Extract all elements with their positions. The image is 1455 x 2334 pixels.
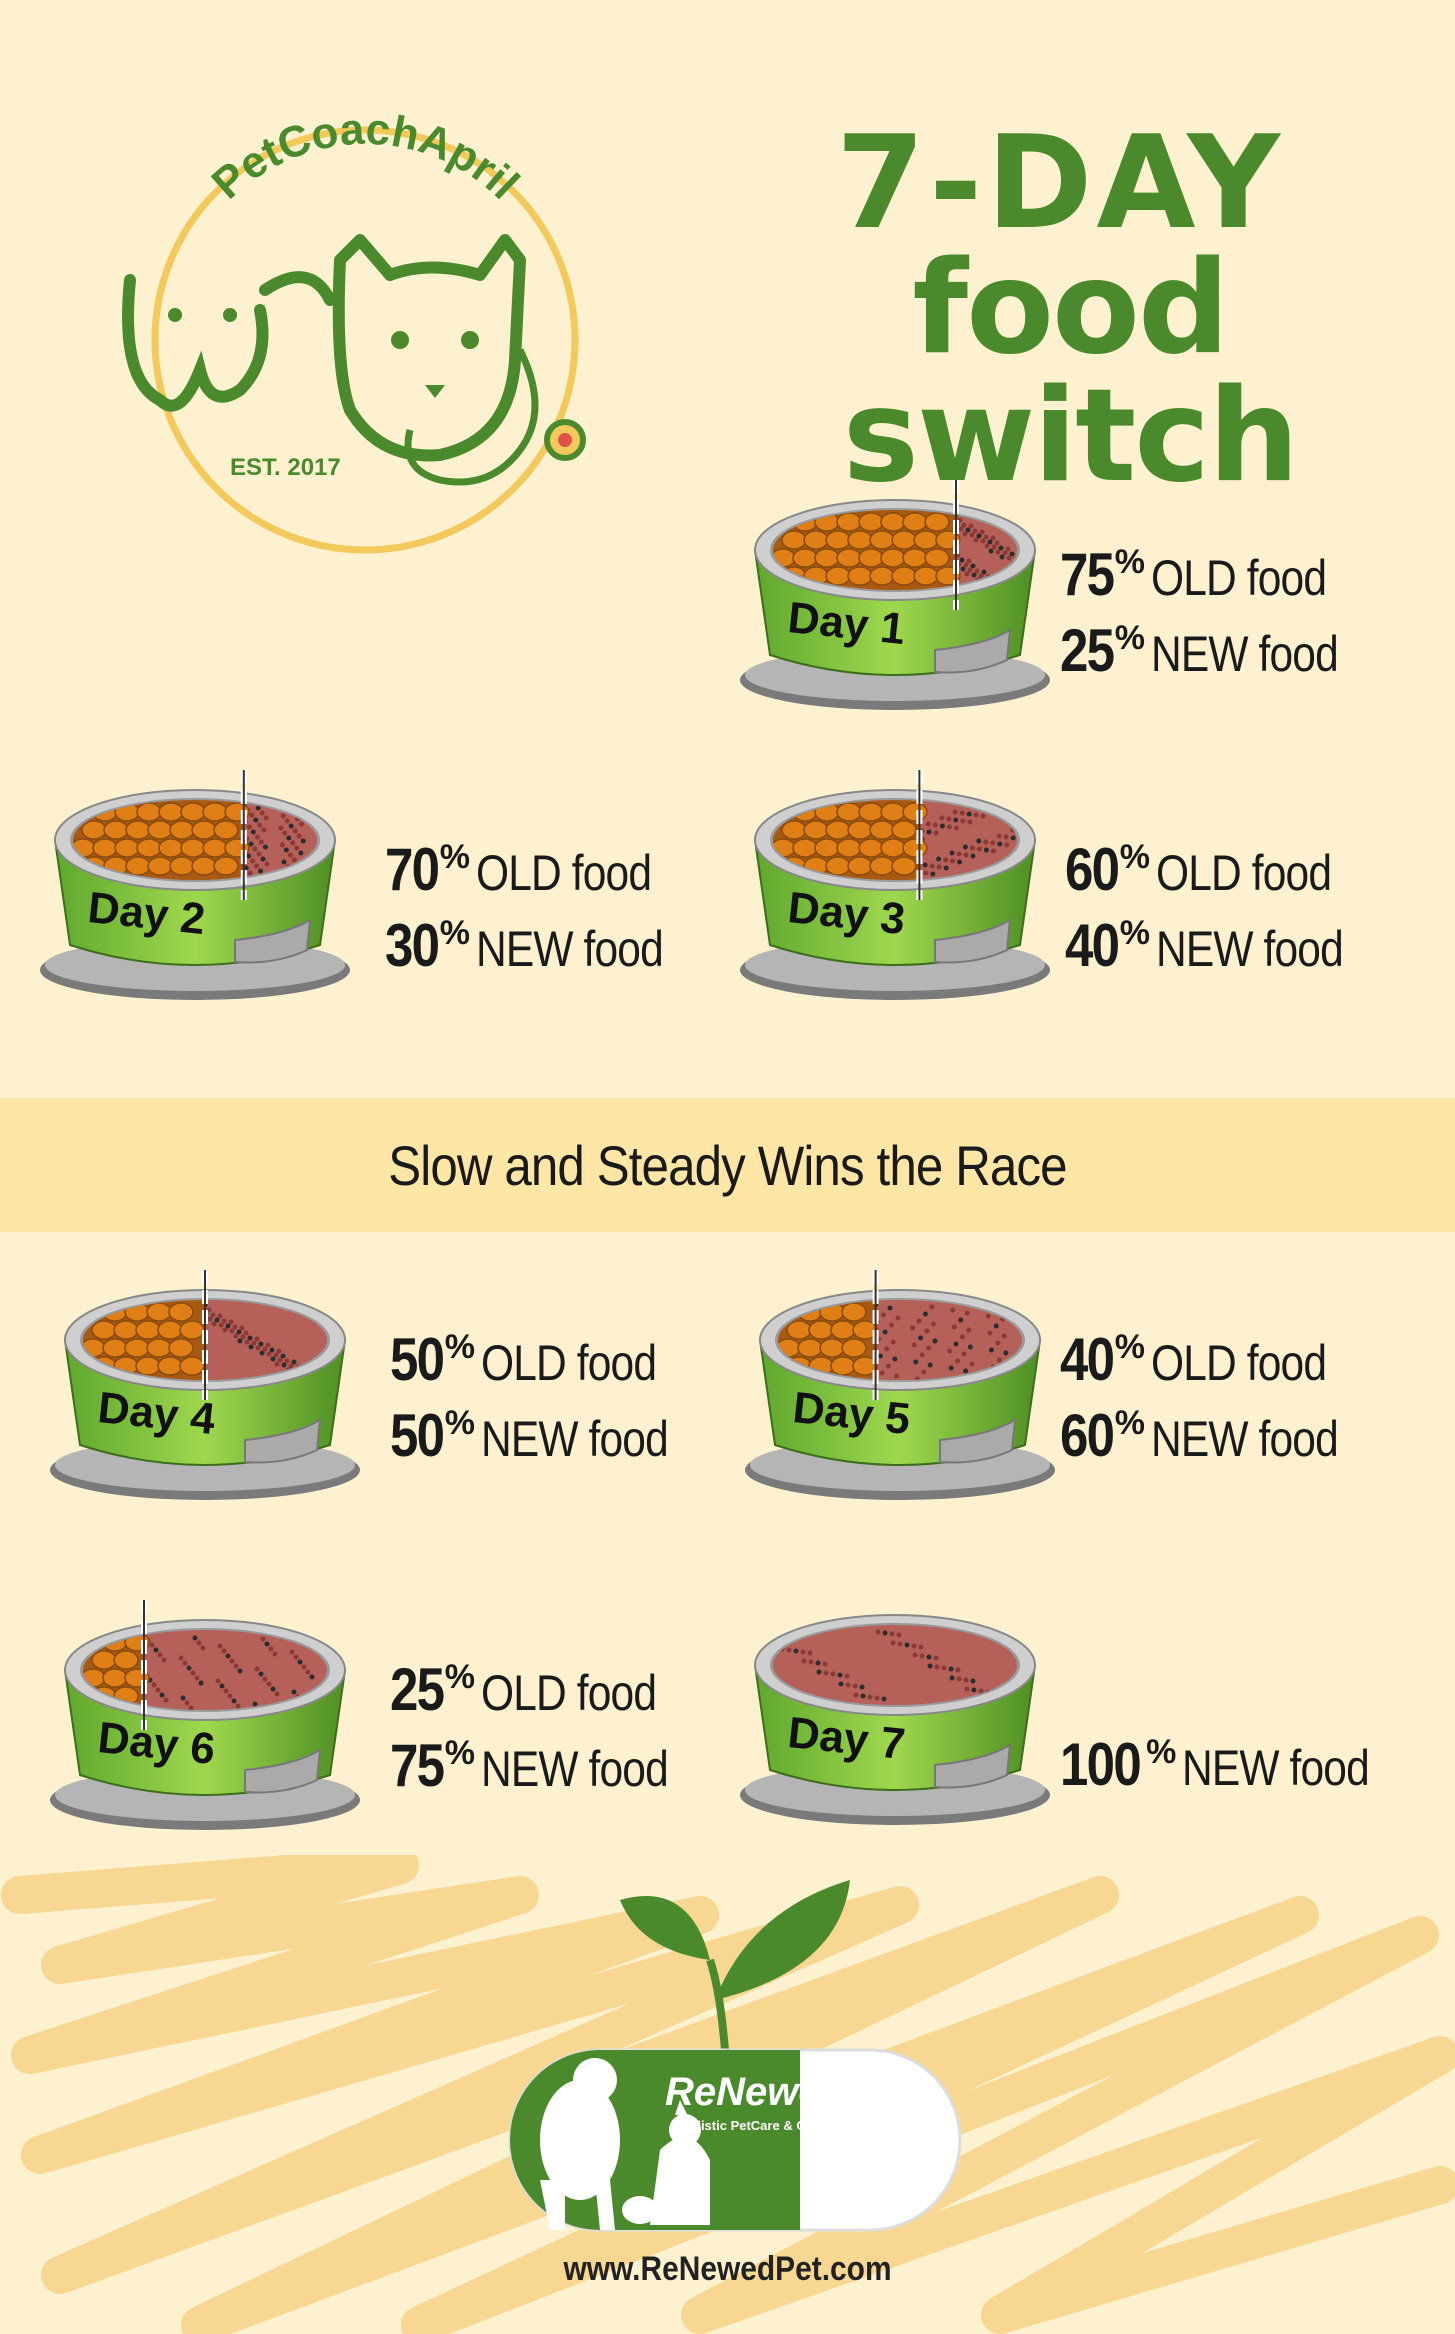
bowl-day-label: Day 1 — [786, 593, 908, 654]
bowl-graphic: Day 2 — [40, 770, 350, 1000]
bowl-day-label: Day 5 — [791, 1383, 913, 1444]
ratio-day-7: 100% NEW food — [1060, 1731, 1370, 1798]
footer-tagline: Holistic PetCare & Consults — [680, 2118, 852, 2133]
old-percent: 75 — [1060, 541, 1115, 608]
footer-brand: ReNewedPet — [665, 2070, 909, 2114]
bowl-day-label: Day 3 — [786, 883, 908, 944]
bowl-day-6: Day 6 — [45, 1600, 365, 1840]
ratio-day-5: 40% OLD food 60% NEW food — [1060, 1326, 1339, 1469]
svg-text:PetCoachApril: PetCoachApril — [203, 110, 529, 209]
bowl-graphic: Day 3 — [740, 770, 1050, 1000]
ratio-day-6: 25% OLD food 75% NEW food — [390, 1656, 669, 1799]
bowl-day-label: Day 7 — [786, 1708, 908, 1769]
bowl-day-4: Day 4 — [45, 1270, 365, 1510]
new-percent: 25 — [1060, 617, 1115, 684]
ratio-day-2: 70% OLD food 30% NEW food — [385, 836, 664, 979]
logo-est-text: EST. 2017 — [230, 454, 341, 481]
ratio-day-1: 75% OLD food 25% NEW food — [1060, 541, 1339, 684]
title-line-1: 7-DAY — [836, 109, 1284, 258]
title-line-2: food switch — [842, 234, 1300, 511]
bowl-graphic: Day 1 — [740, 480, 1050, 710]
bowl-graphic: Day 7 — [740, 1614, 1050, 1825]
bowl-graphic: Day 6 — [50, 1600, 360, 1830]
new-food-label: NEW food — [1150, 626, 1339, 682]
footer-url-link[interactable]: www.ReNewedPet.com — [563, 2250, 892, 2288]
ratio-day-3: 60% OLD food 40% NEW food — [1065, 836, 1344, 979]
bowl-day-1: Day 1 — [735, 480, 1055, 720]
bowl-graphic: Day 5 — [745, 1270, 1055, 1500]
bowl-day-label: Day 6 — [96, 1713, 218, 1774]
slogan-banner: Slow and Steady Wins the Race — [0, 1098, 1455, 1232]
petcoachapril-logo: PetCoachApril EST. 2017 — [100, 105, 640, 590]
old-food-label: OLD food — [1150, 550, 1327, 606]
renewedpet-logo: ReNewedPet Holistic PetCare & Consults — [470, 1880, 980, 2260]
ratio-day-4: 50% OLD food 50% NEW food — [390, 1326, 669, 1469]
bowl-graphic: Day 4 — [50, 1270, 360, 1500]
bowl-day-5: Day 5 — [740, 1270, 1060, 1510]
bowl-day-2: Day 2 — [35, 770, 355, 1010]
slogan-text: Slow and Steady Wins the Race — [388, 1133, 1067, 1197]
bowl-day-3: Day 3 — [735, 770, 1055, 1010]
bowl-day-7: Day 7 — [735, 1595, 1055, 1835]
bowl-day-label: Day 2 — [86, 883, 208, 944]
logo-arc-text: PetCoachApril — [203, 105, 529, 209]
